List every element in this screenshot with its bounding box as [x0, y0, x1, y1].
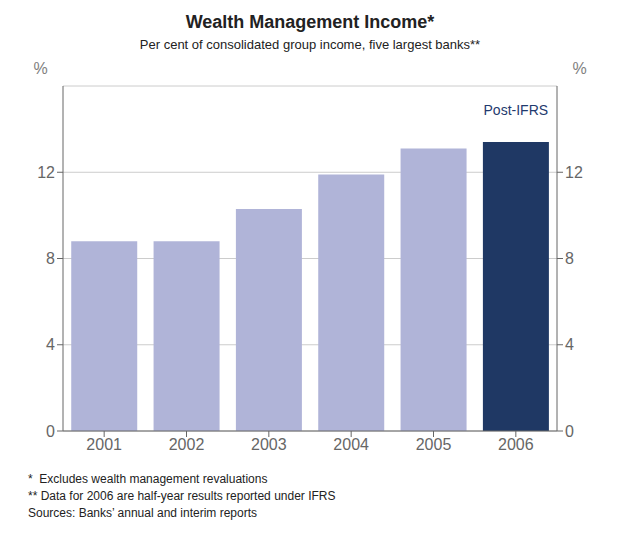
svg-text:2001: 2001 — [86, 436, 122, 453]
svg-text:Post-IFRS: Post-IFRS — [484, 102, 549, 118]
svg-text:2003: 2003 — [251, 436, 287, 453]
svg-text:%: % — [572, 60, 586, 77]
svg-text:2006: 2006 — [498, 436, 534, 453]
svg-text:12: 12 — [37, 164, 55, 181]
html-text:Per cent of consolidated group: Per cent of consolidated group income, f… — [139, 37, 481, 52]
svg-text:2005: 2005 — [416, 436, 452, 453]
svg-text:12: 12 — [565, 164, 583, 181]
svg-text:8: 8 — [565, 250, 574, 267]
svg-text:8: 8 — [46, 250, 55, 267]
svg-text:0: 0 — [46, 423, 55, 440]
svg-text:2002: 2002 — [169, 436, 205, 453]
html-text:Sources: Banks’ annual and int: Sources: Banks’ annual and interim repor… — [28, 506, 257, 520]
svg-text:0: 0 — [565, 423, 574, 440]
svg-text:%: % — [33, 60, 47, 77]
html-text:* Excludes wealth management r: * Excludes wealth management revaluation… — [28, 472, 268, 486]
svg-text:4: 4 — [565, 336, 574, 353]
html-text:** Data for 2006 are half-year: ** Data for 2006 are half-year results r… — [28, 489, 336, 503]
html-text:Wealth Management Income*: Wealth Management Income* — [185, 12, 435, 32]
svg-text:4: 4 — [46, 336, 55, 353]
svg-text:2004: 2004 — [333, 436, 369, 453]
